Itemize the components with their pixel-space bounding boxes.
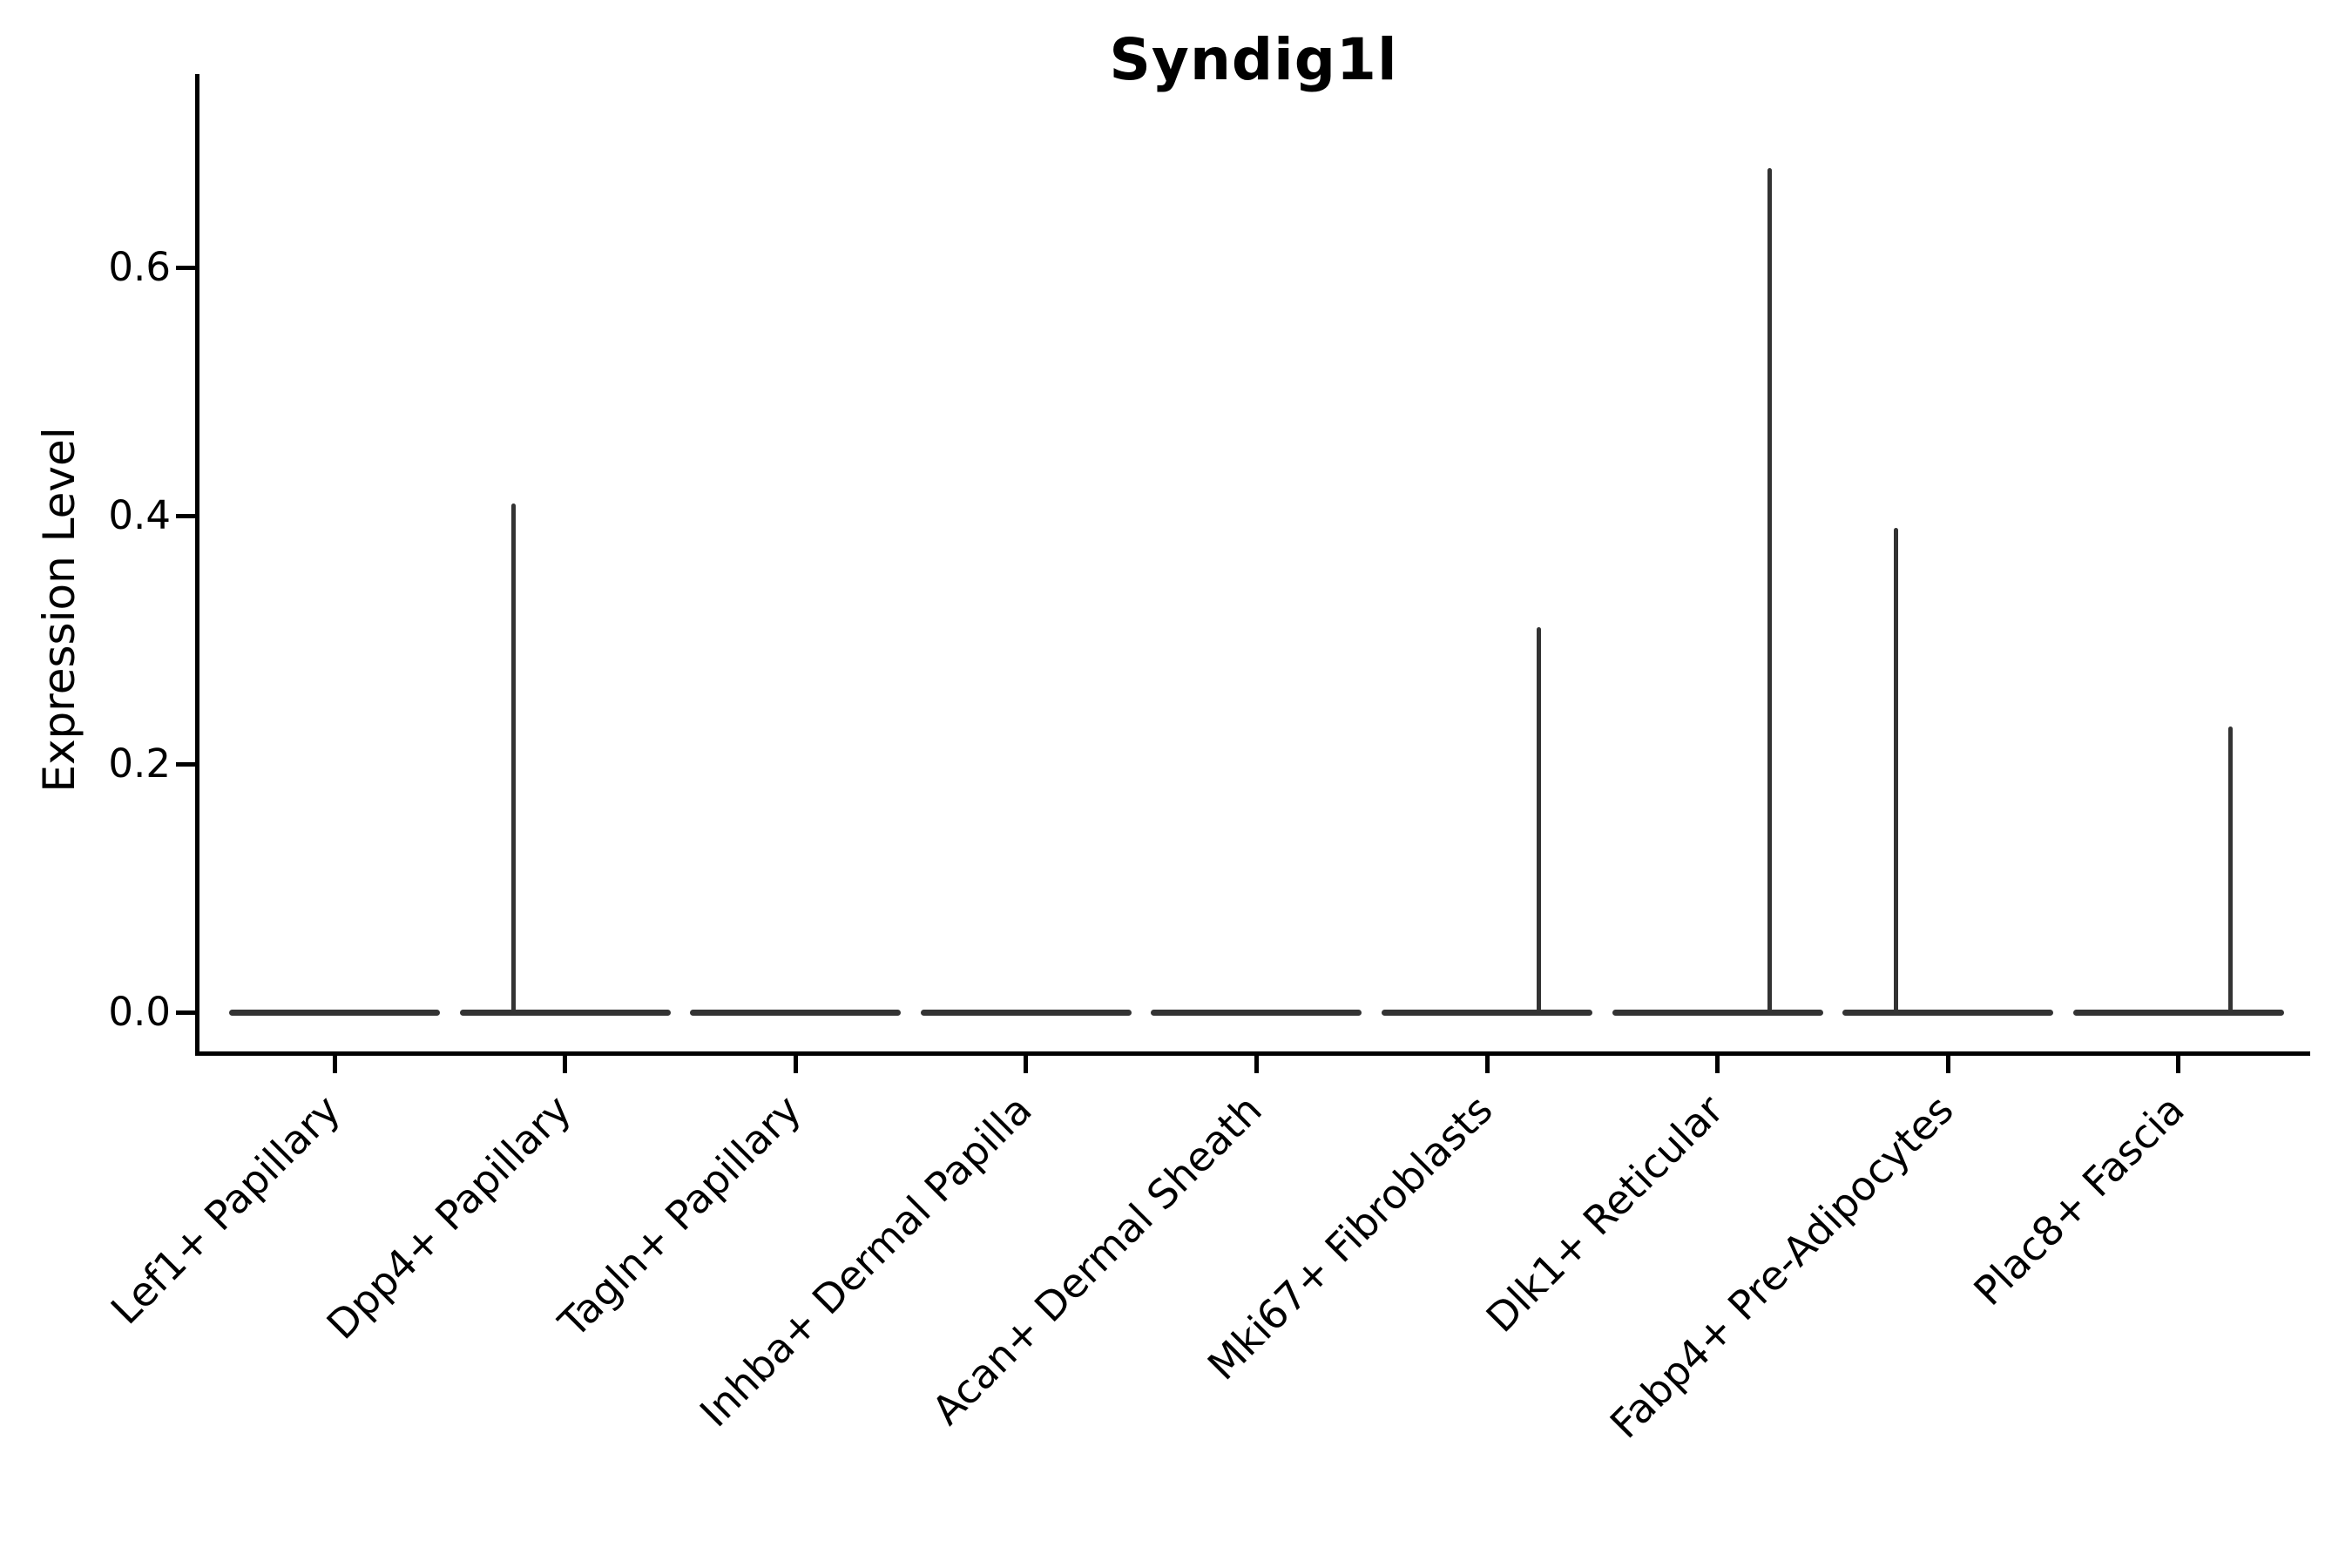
violin-body (229, 1009, 440, 1016)
plot-title: Syndig1l (1109, 26, 1398, 93)
y-tick (176, 761, 195, 767)
x-tick (793, 1056, 798, 1073)
violin-spike (2227, 727, 2233, 1014)
x-tick-label: Plac8+ Fascia (1964, 1085, 2193, 1315)
x-tick (2176, 1056, 2181, 1073)
x-tick (1945, 1056, 1950, 1073)
violin-body (2072, 1009, 2284, 1016)
x-tick (1024, 1056, 1029, 1073)
y-tick (176, 1010, 195, 1015)
x-tick (1715, 1056, 1720, 1073)
violin-spike (1537, 627, 1542, 1014)
x-tick-label: Acan+ Dermal Sheath (923, 1085, 1272, 1434)
y-axis-label: Expression Level (34, 427, 84, 793)
violin-spike (1767, 168, 1772, 1014)
violin-body (920, 1009, 1132, 1016)
violin-spike (1894, 528, 1899, 1014)
y-axis-line (195, 74, 199, 1056)
violin-body (1842, 1009, 2054, 1016)
violin-body (1382, 1009, 1592, 1016)
x-tick (563, 1056, 568, 1073)
x-tick-label: Dpp4+ Papillary (317, 1085, 580, 1348)
x-tick (332, 1056, 337, 1073)
x-axis-line (195, 1051, 2310, 1056)
violin-body (459, 1009, 671, 1016)
y-tick (176, 265, 195, 270)
x-tick-label: Tagln+ Papillary (550, 1085, 810, 1347)
x-tick-label: Inhba+ Dermal Papilla (690, 1085, 1041, 1436)
x-tick-label: Mki67+ Fibroblasts (1198, 1085, 1502, 1389)
y-tick-label: 0.6 (108, 244, 171, 290)
y-tick-label: 0.2 (108, 740, 171, 787)
x-tick-label: Fabp4+ Pre-Adipocytes (1601, 1085, 1963, 1448)
y-tick-label: 0.0 (108, 989, 171, 1035)
violin-body (1612, 1009, 1823, 1016)
x-tick (1254, 1056, 1259, 1073)
violin-body (1151, 1009, 1362, 1016)
y-tick (176, 513, 195, 518)
x-tick (1484, 1056, 1490, 1073)
x-tick-label: Dlk1+ Reticular (1477, 1085, 1733, 1342)
violin-spike (510, 503, 516, 1014)
violin-body (690, 1009, 902, 1016)
y-tick-label: 0.4 (108, 492, 171, 538)
